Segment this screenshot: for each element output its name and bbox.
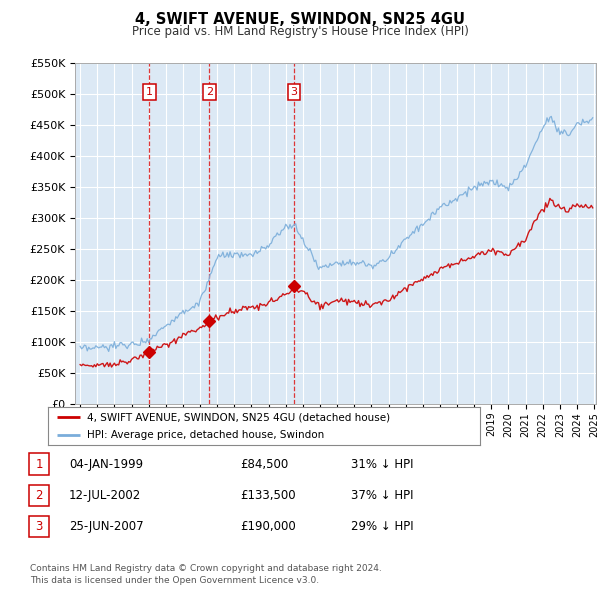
Text: 04-JAN-1999: 04-JAN-1999 bbox=[69, 457, 143, 471]
Text: 31% ↓ HPI: 31% ↓ HPI bbox=[351, 457, 413, 471]
Text: £84,500: £84,500 bbox=[240, 457, 288, 471]
Text: Price paid vs. HM Land Registry's House Price Index (HPI): Price paid vs. HM Land Registry's House … bbox=[131, 25, 469, 38]
Text: 2: 2 bbox=[206, 87, 213, 97]
Text: 1: 1 bbox=[146, 87, 153, 97]
Text: 29% ↓ HPI: 29% ↓ HPI bbox=[351, 520, 413, 533]
Text: 4, SWIFT AVENUE, SWINDON, SN25 4GU (detached house): 4, SWIFT AVENUE, SWINDON, SN25 4GU (deta… bbox=[87, 412, 390, 422]
Text: 3: 3 bbox=[290, 87, 298, 97]
Text: Contains HM Land Registry data © Crown copyright and database right 2024.
This d: Contains HM Land Registry data © Crown c… bbox=[30, 565, 382, 585]
Text: 25-JUN-2007: 25-JUN-2007 bbox=[69, 520, 143, 533]
Text: 1: 1 bbox=[35, 457, 43, 471]
Text: 12-JUL-2002: 12-JUL-2002 bbox=[69, 489, 141, 502]
Text: £133,500: £133,500 bbox=[240, 489, 296, 502]
Text: £190,000: £190,000 bbox=[240, 520, 296, 533]
Text: 2: 2 bbox=[35, 489, 43, 502]
Text: 3: 3 bbox=[35, 520, 43, 533]
Text: 37% ↓ HPI: 37% ↓ HPI bbox=[351, 489, 413, 502]
Text: HPI: Average price, detached house, Swindon: HPI: Average price, detached house, Swin… bbox=[87, 430, 324, 440]
Text: 4, SWIFT AVENUE, SWINDON, SN25 4GU: 4, SWIFT AVENUE, SWINDON, SN25 4GU bbox=[135, 12, 465, 27]
